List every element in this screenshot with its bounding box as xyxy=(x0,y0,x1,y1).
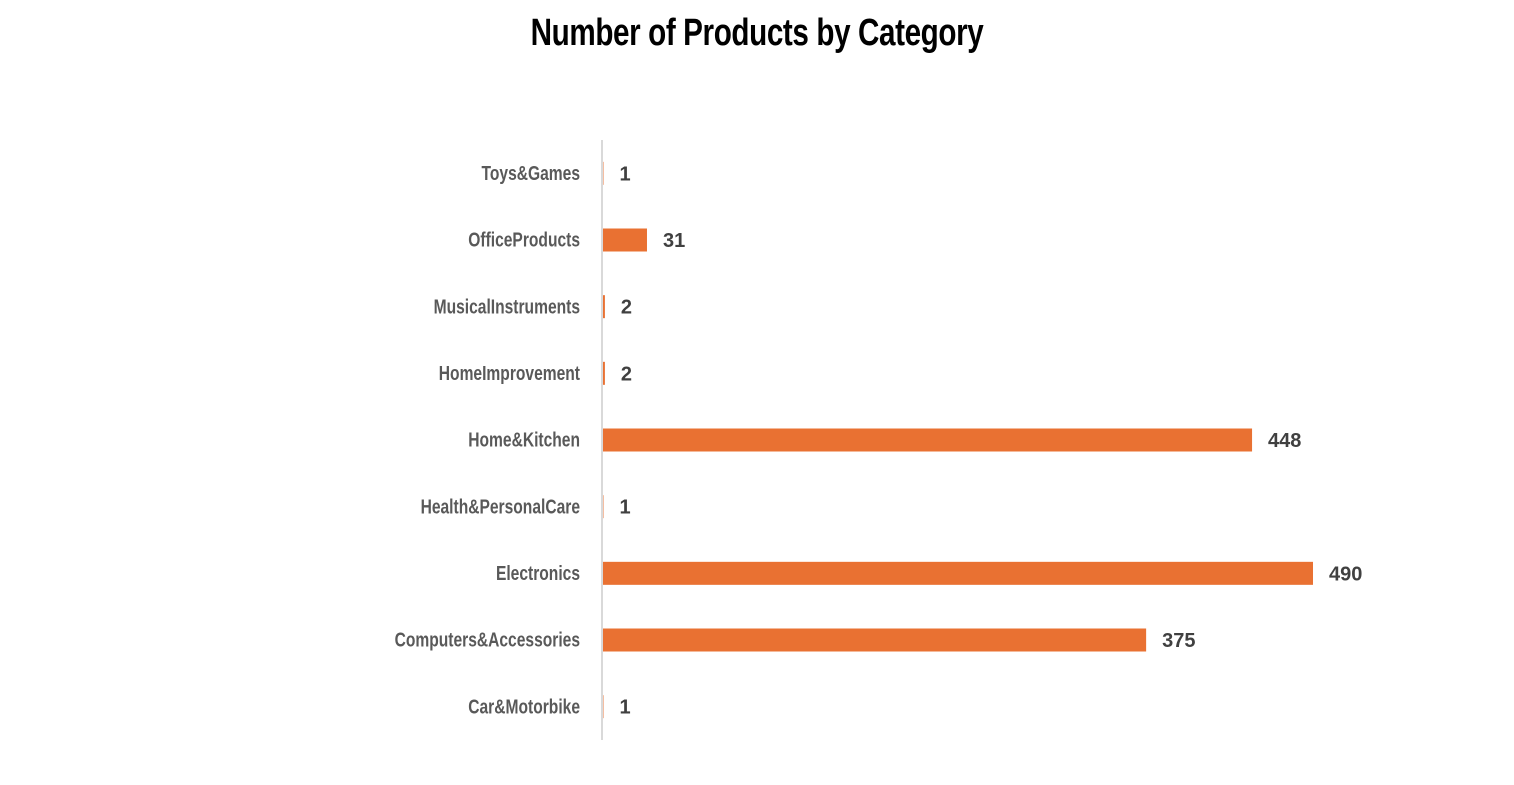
chart-title: Number of Products by Category xyxy=(530,12,984,54)
bar xyxy=(602,361,605,385)
bar xyxy=(602,428,1253,452)
category-label: HomeImprovement xyxy=(439,362,580,384)
data-label: 1 xyxy=(619,497,630,519)
category-label: Car&Motorbike xyxy=(468,696,580,718)
bars xyxy=(602,161,1313,719)
category-label: OfficeProducts xyxy=(468,229,580,251)
data-label: 448 xyxy=(1268,430,1301,452)
category-label: Health&PersonalCare xyxy=(421,496,580,518)
data-label: 2 xyxy=(621,363,632,385)
category-label: Toys&Games xyxy=(482,162,581,184)
data-label: 375 xyxy=(1162,630,1195,652)
data-labels: 1 31 2 2 448 1 490 375 1 xyxy=(619,163,1362,718)
data-label: 1 xyxy=(619,697,630,719)
category-label: Computers&Accessories xyxy=(395,629,580,651)
data-label: 31 xyxy=(663,230,685,252)
data-label: 2 xyxy=(621,297,632,319)
category-label: Electronics xyxy=(496,562,580,584)
category-label: Home&Kitchen xyxy=(468,429,580,451)
category-label: MusicalInstruments xyxy=(434,296,580,318)
data-label: 1 xyxy=(619,163,630,185)
category-labels: Toys&Games OfficeProducts MusicalInstrumen… xyxy=(395,162,580,718)
bar xyxy=(602,628,1147,652)
bar xyxy=(602,561,1313,585)
bar xyxy=(602,228,647,252)
data-label: 490 xyxy=(1329,563,1362,585)
bar xyxy=(602,295,605,319)
